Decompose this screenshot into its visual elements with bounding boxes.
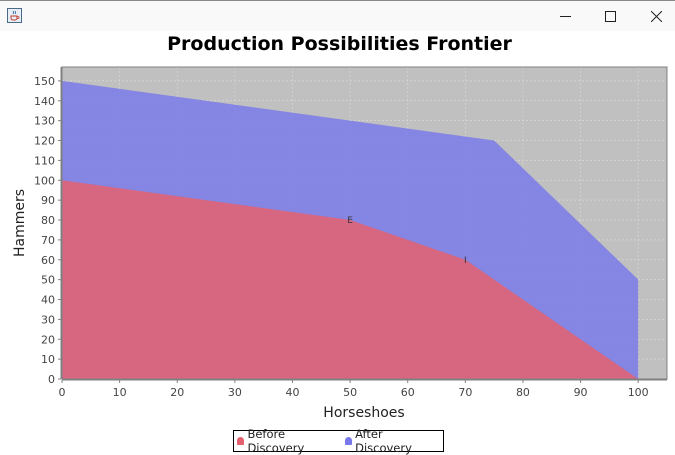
x-tick-label: 30 [228, 386, 242, 399]
series-areas [62, 80, 639, 379]
x-tick-label: 40 [285, 386, 299, 399]
window-titlebar [0, 0, 675, 31]
y-tick-label: 100 [34, 174, 55, 187]
x-tick-label: 20 [170, 386, 184, 399]
minimize-icon [559, 16, 571, 17]
y-tick-label: 20 [41, 333, 55, 346]
x-tick-label: 0 [59, 386, 66, 399]
close-icon [650, 11, 662, 22]
maximize-icon [604, 11, 616, 22]
legend-item-before: Before Discovery [237, 427, 339, 455]
y-axis-label: Hammers [12, 189, 28, 257]
y-axis: 0 10 20 30 40 50 60 70 80 90 100 110 120 130 140 150 [34, 67, 62, 386]
y-tick-label: 10 [41, 353, 55, 366]
legend-label-after: After Discovery [355, 427, 412, 455]
legend-swatch-after [344, 437, 353, 445]
x-tick-label: 90 [574, 386, 588, 399]
y-tick-label: 130 [34, 115, 55, 128]
chart-title: Production Possibilities Frontier [167, 33, 512, 55]
y-tick-label: 70 [41, 234, 55, 247]
minimize-button[interactable] [542, 1, 588, 32]
chart-canvas: EI 0 10 20 30 40 50 60 70 80 90 100 01020304050607… [12, 66, 668, 421]
x-tick-label: 50 [343, 386, 357, 399]
y-tick-label: 150 [34, 75, 55, 88]
x-tick-label: 70 [458, 386, 472, 399]
chart-legend: Before Discovery After Discovery [233, 427, 444, 455]
y-tick-label: 80 [41, 214, 55, 227]
x-tick-label: 80 [516, 386, 530, 399]
x-axis-label: Horseshoes [323, 405, 404, 421]
y-tick-label: 50 [41, 274, 55, 287]
maximize-button[interactable] [587, 1, 633, 32]
x-axis: 0 10 20 30 40 50 60 70 80 90 100 [59, 379, 667, 399]
plot-frame [61, 66, 668, 380]
y-tick-label: 40 [41, 294, 55, 307]
y-tick-label: 110 [34, 154, 55, 167]
area-series-0 [62, 180, 639, 379]
y-tick-label: 120 [34, 135, 55, 148]
annotation-label: I [464, 256, 467, 266]
x-tick-label: 60 [401, 386, 415, 399]
x-tick-label: 100 [628, 386, 649, 399]
legend-label-before: Before Discovery [247, 427, 305, 455]
java-coffee-icon [7, 8, 22, 23]
annotation-label: E [347, 216, 353, 226]
legend-swatch-before [237, 437, 245, 445]
y-tick-label: 140 [34, 95, 55, 108]
legend-item-after: After Discovery [344, 427, 437, 455]
annotations: EI [347, 216, 466, 266]
y-tick-label: 0 [48, 373, 55, 386]
y-tick-label: 60 [41, 254, 55, 267]
y-tick-label: 30 [41, 313, 55, 326]
close-button[interactable] [633, 1, 675, 32]
y-tick-label: 90 [41, 194, 55, 207]
x-tick-label: 10 [113, 386, 127, 399]
